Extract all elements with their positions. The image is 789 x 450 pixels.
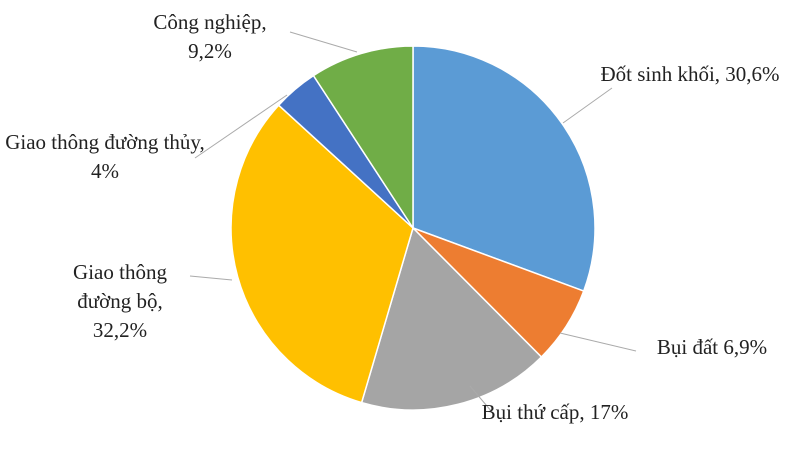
value-label: 30,6% [725,62,780,86]
pie-slice [312,45,414,231]
leader-line [194,94,288,159]
value-label: 17% [589,400,629,424]
value-label: 4% [91,159,119,183]
leader-line [469,385,493,413]
category-label: Giao thông đường thủy, [5,130,205,154]
leader-line [559,332,637,352]
category-label: Bụi thứ cấp, [481,400,585,424]
leader-line [189,275,233,281]
slice-label: Giao thông đường bộ, 32,2% [60,258,180,345]
leader-line [562,87,613,124]
slice-label: Bụi đất 6,9% [632,333,789,362]
slice-label: Giao thông đường thủy, 4% [5,128,205,186]
category-label: Bụi đất [656,335,719,359]
category-label: Công nghiệp, [153,10,267,34]
leader-line [289,31,358,53]
pie-slice [360,226,543,411]
value-label: 32,2% [92,318,148,342]
value-label: 6,9% [723,335,768,359]
slice-label: Công nghiệp, 9,2% [130,8,290,66]
value-label: 9,2% [188,39,232,63]
category-label: Giao thông đường bộ, [73,260,167,313]
pie-slice [230,104,414,404]
pie-slice [412,45,596,293]
slice-label: Đốt sinh khối, 30,6% [600,60,780,89]
slice-label: Bụi thứ cấp, 17% [480,398,630,427]
category-label: Đốt sinh khối, [600,62,721,86]
